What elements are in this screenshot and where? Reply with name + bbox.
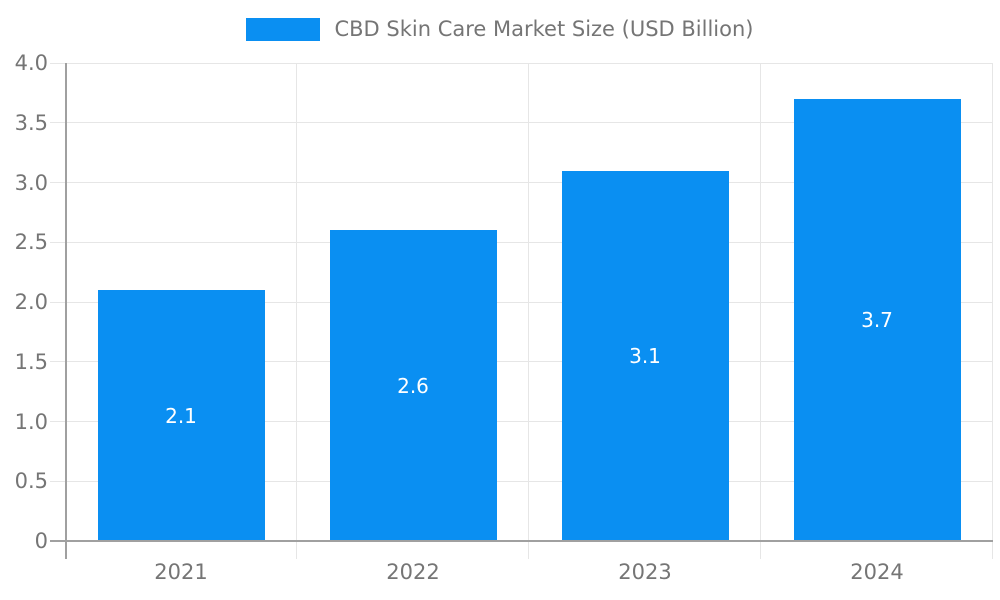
bar-2023: 3.1 (561, 171, 729, 541)
y-tick-label-0.5: 0.5 (14, 469, 48, 494)
gridline-x-4 (992, 63, 993, 559)
bar-value-label-2024: 3.7 (861, 308, 893, 332)
x-tick-label-2022: 2022 (386, 560, 440, 584)
gridline-x-3 (760, 63, 761, 559)
gridline-y-2.0 (50, 301, 993, 303)
y-tick-label-1.0: 1.0 (14, 409, 48, 434)
x-tick-label-2023: 2023 (618, 560, 672, 584)
gridline-y-1.5 (50, 361, 993, 363)
y-tick-label-2.0: 2.0 (14, 290, 48, 314)
gridline-x-2 (528, 63, 529, 559)
chart-title: CBD Skin Care Market Size (USD Billion) (334, 17, 754, 41)
y-tick-label-0: 0 (34, 529, 48, 553)
bar-value-label-2021: 2.1 (165, 403, 197, 428)
gridline-y-3.5 (50, 122, 993, 124)
y-tick-label-4.0: 4.0 (14, 51, 48, 75)
gridline-y-3.0 (50, 182, 993, 183)
gridline-x-1 (296, 63, 297, 559)
chart-legend[interactable]: CBD Skin Care Market Size (USD Billion) (0, 17, 1000, 41)
y-axis-line (65, 63, 67, 559)
y-tick-label-3.5: 3.5 (14, 110, 48, 135)
x-tick-label-2021: 2021 (154, 560, 208, 584)
bar-value-label-2022: 2.6 (397, 373, 429, 398)
bar-2021: 2.1 (97, 290, 265, 541)
y-tick-label-1.5: 1.5 (14, 349, 48, 374)
bar-2024: 3.7 (793, 99, 961, 541)
y-tick-label-2.5: 2.5 (14, 230, 48, 255)
gridline-y-2.5 (50, 241, 993, 243)
bar-value-label-2023: 3.1 (629, 344, 661, 368)
gridline-y-4.0 (50, 62, 993, 64)
legend-swatch (246, 17, 321, 41)
plot-area: 2.1 2.6 3.1 3.7 (50, 62, 993, 559)
x-axis-line (50, 540, 993, 542)
bar-2022: 2.6 (329, 230, 497, 541)
gridline-y-1.0 (50, 421, 993, 422)
y-tick-label-3.0: 3.0 (14, 170, 48, 195)
x-tick-label-2024: 2024 (850, 560, 904, 584)
gridline-y-0.5 (50, 480, 993, 482)
